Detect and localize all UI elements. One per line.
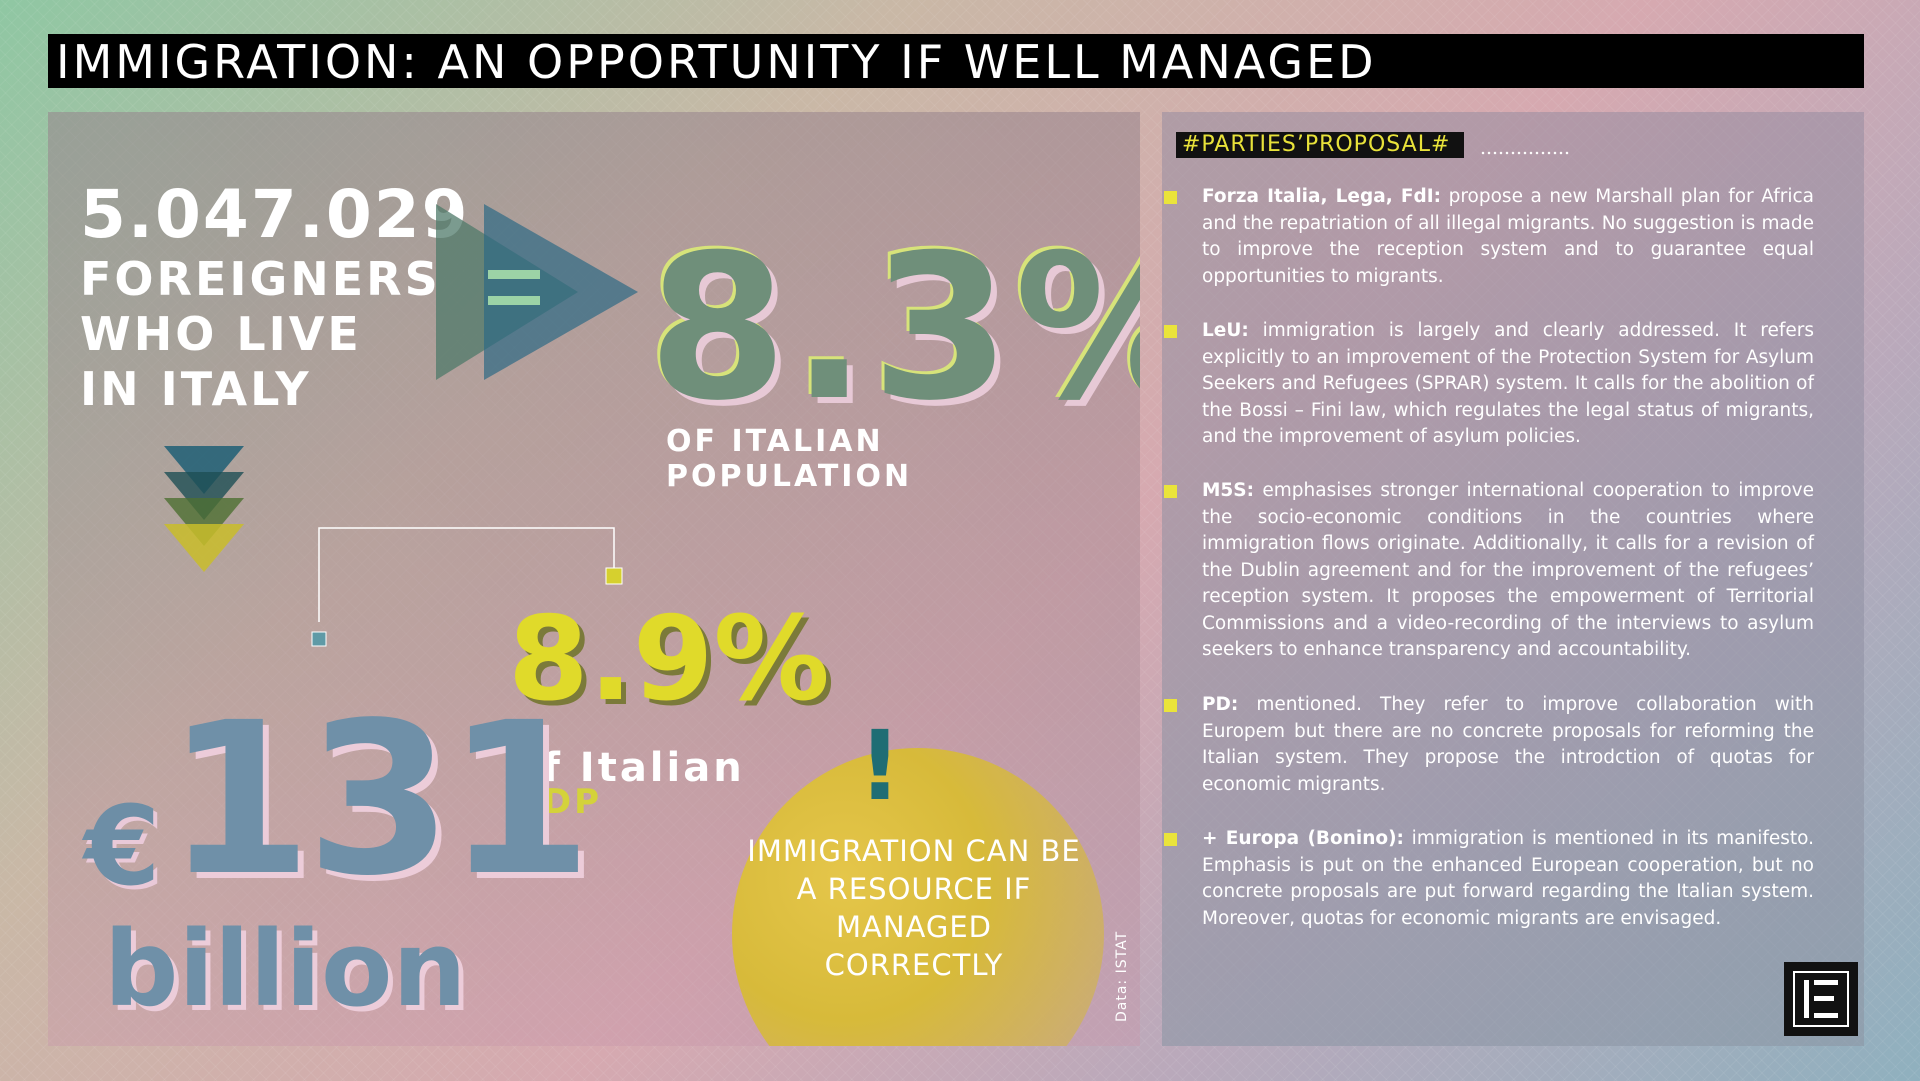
equals-bar-bottom — [488, 296, 540, 305]
bullet-square-icon — [1164, 191, 1177, 204]
dotted-decoration — [1480, 150, 1570, 156]
party-name: M5S: — [1202, 480, 1255, 501]
triangle-right-icon — [484, 204, 638, 380]
party-name: LeU: — [1202, 320, 1249, 341]
foreigners-line-3: IN ITALY — [80, 362, 312, 416]
party-item: + Europa (Bonino): immigration is mentio… — [1164, 826, 1814, 932]
party-name: + Europa (Bonino): — [1202, 828, 1404, 849]
connector-line — [318, 527, 615, 622]
publisher-logo-icon — [1784, 962, 1858, 1036]
party-text: emphasises stronger international cooper… — [1202, 480, 1814, 660]
bullet-square-icon — [1164, 699, 1177, 712]
triangle-down-icon — [164, 446, 244, 494]
foreigners-block: 5.047.029 FOREIGNERS WHO LIVE IN ITALY — [80, 178, 470, 417]
proposal-tag: #PARTIES’PROPOSAL# — [1176, 132, 1465, 158]
gdp-percentage: 8.9% — [508, 592, 830, 727]
party-text: propose a new Marshall plan for Africa a… — [1202, 186, 1814, 287]
connector-node-yellow — [605, 567, 623, 585]
triangle-down-icon — [164, 498, 244, 546]
callout-circle — [732, 748, 1104, 1046]
gdp-label: GDP — [512, 782, 603, 822]
bullet-square-icon — [1164, 325, 1177, 338]
party-item: LeU: immigration is largely and clearly … — [1164, 318, 1814, 451]
logo-graphic — [1793, 971, 1849, 1027]
euro-unit: billion — [104, 908, 467, 1030]
page-title: IMMIGRATION: AN OPPORTUNITY IF WELL MANA… — [48, 34, 1864, 89]
party-text: mentioned. They refer to improve collabo… — [1202, 694, 1814, 795]
party-item: M5S: emphasises stronger international c… — [1164, 478, 1814, 664]
gdp-of-label: of Italian — [512, 745, 745, 791]
decorative-graphics — [164, 204, 638, 647]
equals-bar-top — [488, 270, 540, 279]
party-text: immigration is largely and clearly addre… — [1202, 320, 1814, 447]
euro-amount: 131 — [166, 677, 592, 922]
callout-text: IMMIGRATION CAN BE A RESOURCE IF MANAGED… — [747, 834, 1081, 982]
exclamation-icon: ! — [858, 710, 902, 822]
foreigners-count: 5.047.029 — [80, 176, 470, 253]
bullet-square-icon — [1164, 833, 1177, 846]
party-name: PD: — [1202, 694, 1239, 715]
triangle-down-icon — [164, 524, 244, 572]
population-label: OF ITALIAN POPULATION — [666, 424, 913, 494]
party-item: Forza Italia, Lega, FdI: propose a new M… — [1164, 184, 1814, 290]
statistics-panel: 5.047.029 FOREIGNERS WHO LIVE IN ITALY 8… — [48, 112, 1140, 1046]
population-percentage: 8.3% — [648, 212, 1140, 445]
connector-node-blue — [311, 631, 327, 647]
proposals-panel: #PARTIES’PROPOSAL# Forza Italia, Lega, F… — [1162, 112, 1864, 1046]
data-source: Data: ISTAT — [1114, 930, 1130, 1022]
party-item: PD: mentioned. They refer to improve col… — [1164, 692, 1814, 798]
euro-icon: € — [84, 782, 161, 910]
triangle-down-icon — [164, 472, 244, 520]
foreigners-line-1: FOREIGNERS — [80, 252, 441, 306]
party-text: immigration is mentioned in its manifest… — [1202, 828, 1814, 929]
party-name: Forza Italia, Lega, FdI: — [1202, 186, 1442, 207]
bullet-square-icon — [1164, 485, 1177, 498]
foreigners-line-2: WHO LIVE — [80, 307, 362, 361]
